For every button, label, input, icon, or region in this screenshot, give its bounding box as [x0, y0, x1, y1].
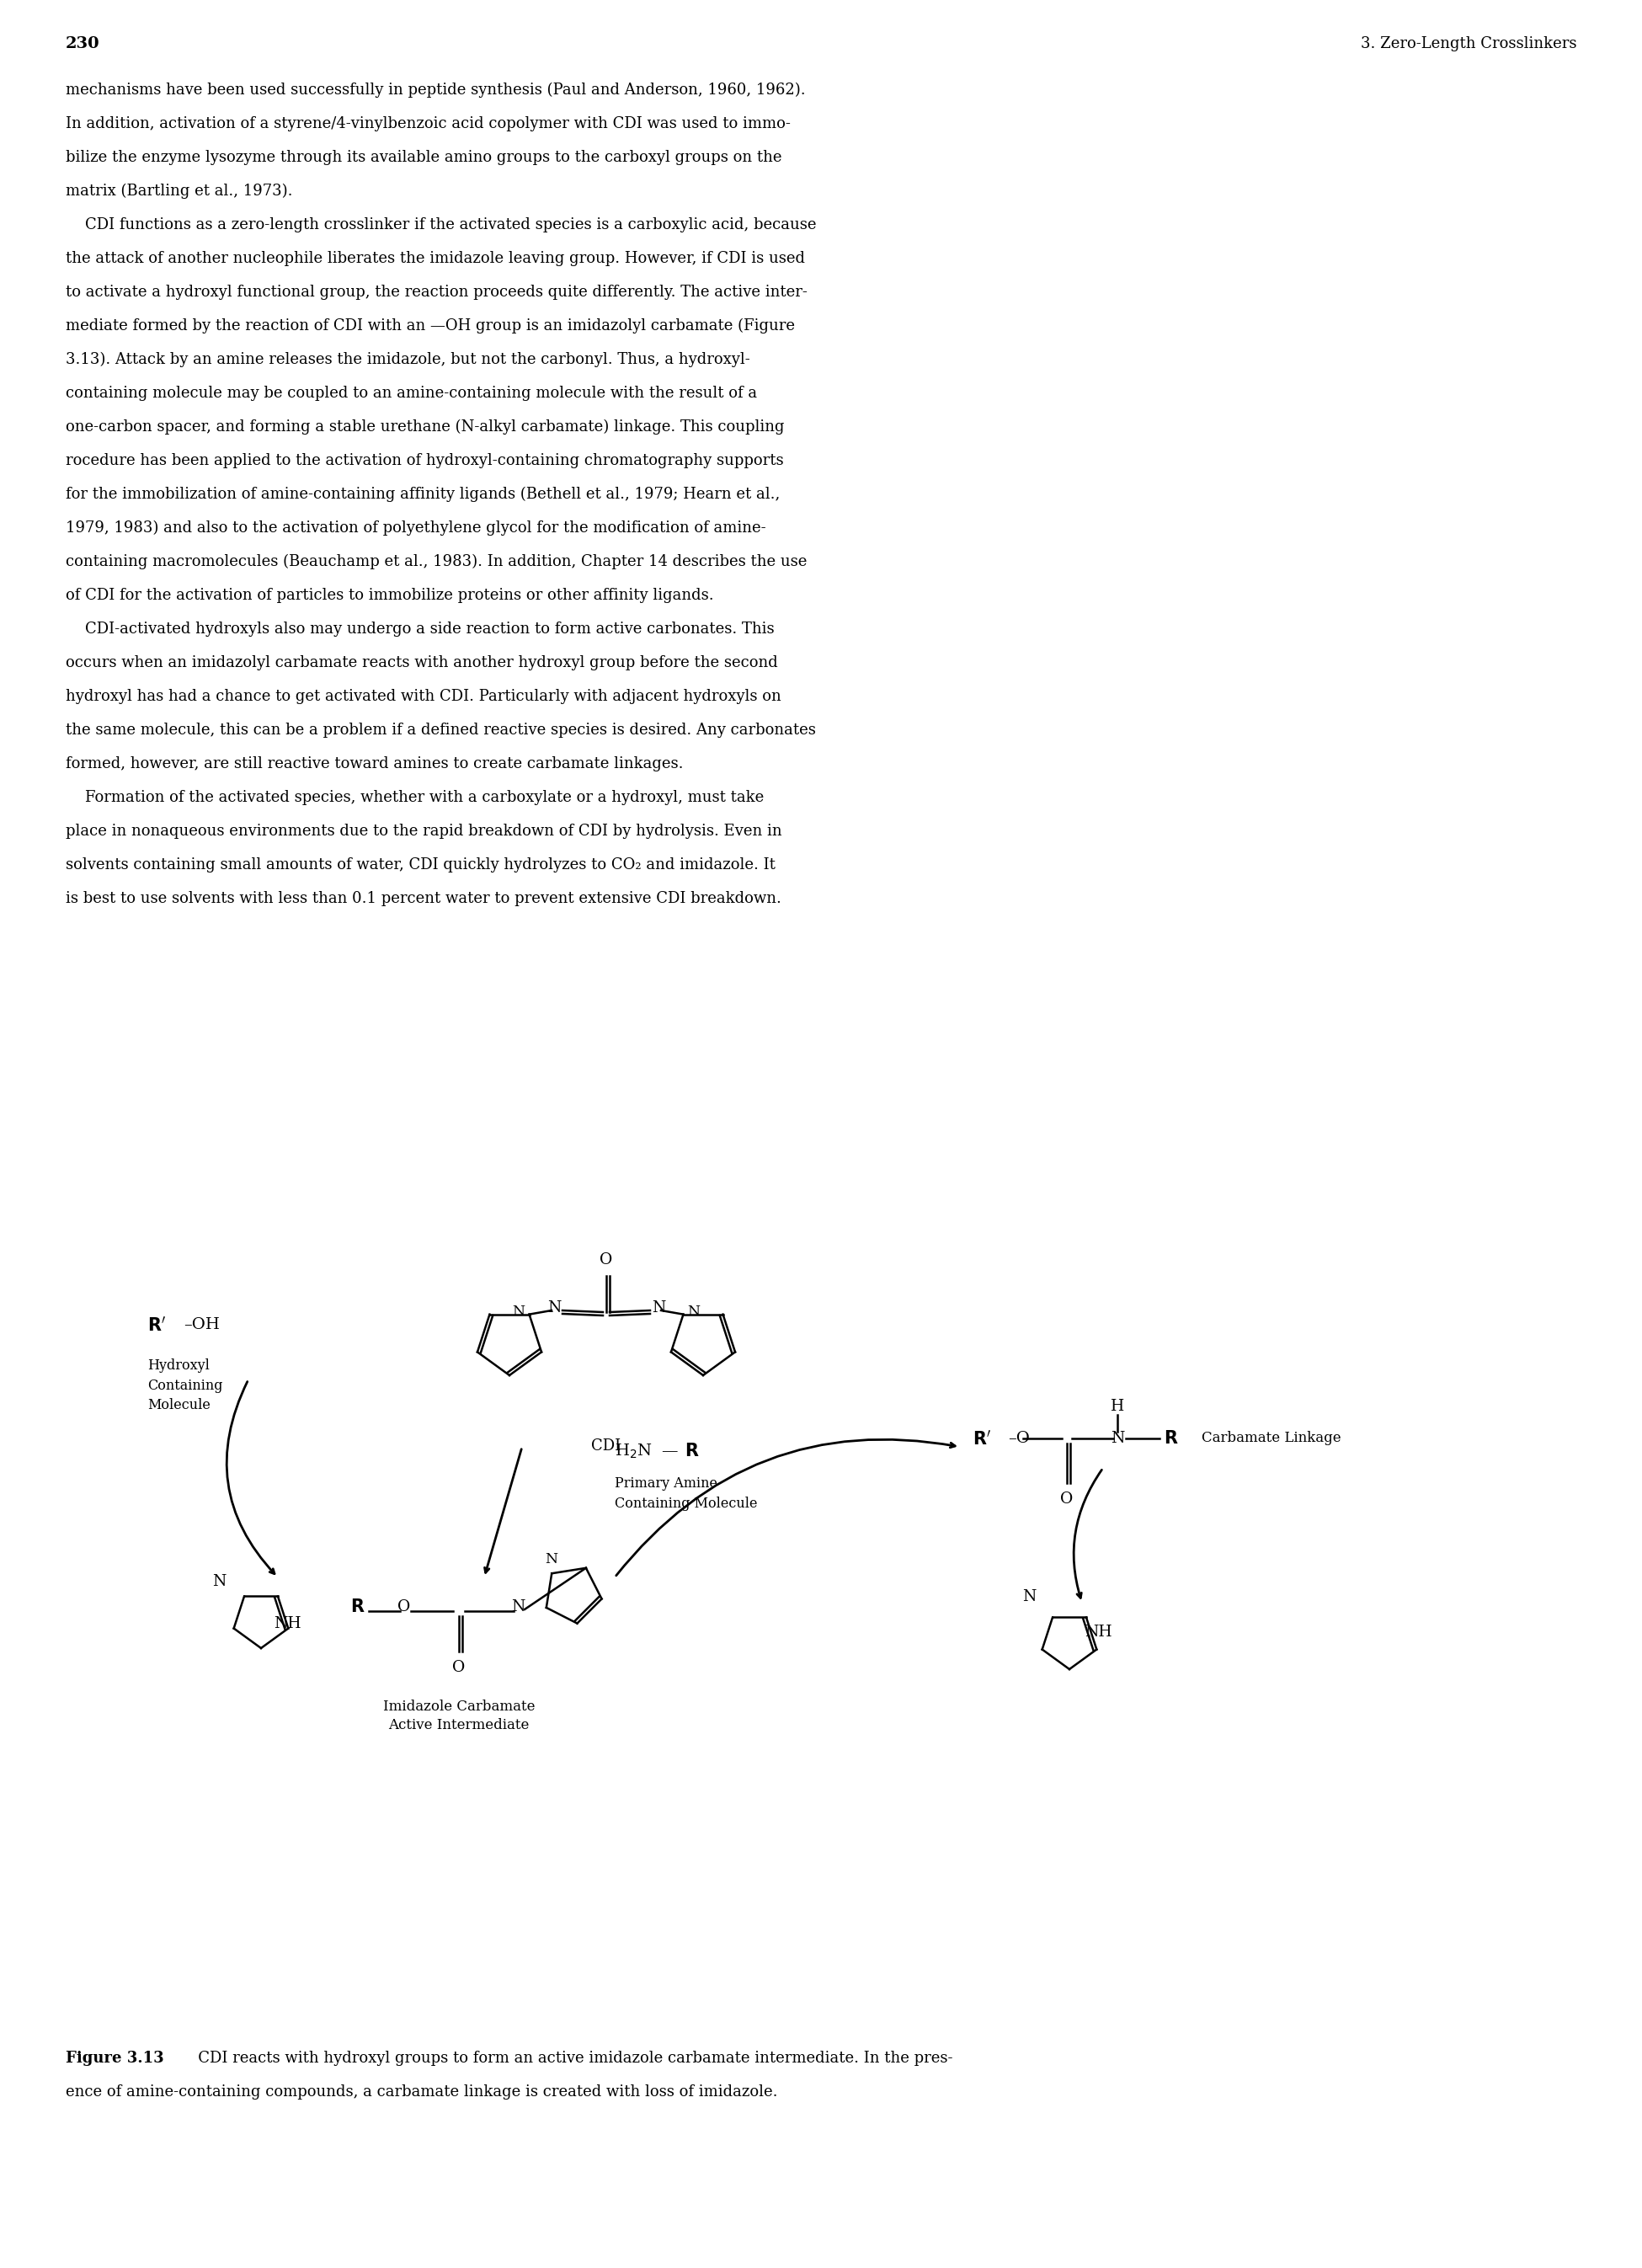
Text: N: N	[212, 1574, 225, 1590]
Text: $\bf{R'}$: $\bf{R'}$	[148, 1315, 166, 1334]
Text: N: N	[512, 1304, 525, 1320]
Text: CDI functions as a zero-length crosslinker if the activated species is a carboxy: CDI functions as a zero-length crosslink…	[66, 218, 816, 231]
Text: CDI: CDI	[591, 1438, 621, 1454]
Text: N: N	[688, 1304, 699, 1320]
Text: N: N	[547, 1300, 562, 1315]
Text: —: —	[662, 1442, 678, 1458]
Text: mediate formed by the reaction of CDI with an —OH group is an imidazolyl carbama: mediate formed by the reaction of CDI wi…	[66, 318, 795, 333]
Text: hydroxyl has had a chance to get activated with CDI. Particularly with adjacent : hydroxyl has had a chance to get activat…	[66, 689, 782, 703]
Text: –O: –O	[1008, 1431, 1030, 1447]
Text: Primary Amine
Containing Molecule: Primary Amine Containing Molecule	[614, 1476, 757, 1510]
Text: 1979, 1983) and also to the activation of polyethylene glycol for the modificati: 1979, 1983) and also to the activation o…	[66, 519, 765, 535]
Text: 3. Zero-Length Crosslinkers: 3. Zero-Length Crosslinkers	[1360, 36, 1576, 52]
Text: is best to use solvents with less than 0.1 percent water to prevent extensive CD: is best to use solvents with less than 0…	[66, 891, 782, 907]
Text: containing macromolecules (Beauchamp et al., 1983). In addition, Chapter 14 desc: containing macromolecules (Beauchamp et …	[66, 553, 806, 569]
Text: rocedure has been applied to the activation of hydroxyl-containing chromatograph: rocedure has been applied to the activat…	[66, 454, 783, 467]
Text: H: H	[1110, 1399, 1125, 1413]
Text: O: O	[397, 1599, 410, 1615]
Text: to activate a hydroxyl functional group, the reaction proceeds quite differently: to activate a hydroxyl functional group,…	[66, 286, 808, 299]
Text: N: N	[511, 1599, 525, 1615]
Text: N: N	[1110, 1431, 1125, 1447]
Text: Formation of the activated species, whether with a carboxylate or a hydroxyl, mu: Formation of the activated species, whet…	[66, 789, 764, 805]
Text: O: O	[453, 1660, 465, 1676]
Text: –OH: –OH	[184, 1318, 220, 1331]
Text: Carbamate Linkage: Carbamate Linkage	[1202, 1431, 1342, 1445]
Text: H$_2$N: H$_2$N	[614, 1442, 652, 1461]
Text: O: O	[1061, 1492, 1074, 1506]
Text: CDI reacts with hydroxyl groups to form an active imidazole carbamate intermedia: CDI reacts with hydroxyl groups to form …	[184, 2050, 952, 2066]
Text: Hydroxyl
Containing
Molecule: Hydroxyl Containing Molecule	[148, 1359, 223, 1413]
Text: ence of amine-containing compounds, a carbamate linkage is created with loss of : ence of amine-containing compounds, a ca…	[66, 2084, 778, 2100]
Text: the attack of another nucleophile liberates the imidazole leaving group. However: the attack of another nucleophile libera…	[66, 252, 805, 265]
Text: the same molecule, this can be a problem if a defined reactive species is desire: the same molecule, this can be a problem…	[66, 723, 816, 737]
Text: solvents containing small amounts of water, CDI quickly hydrolyzes to CO₂ and im: solvents containing small amounts of wat…	[66, 857, 775, 873]
Text: 3.13). Attack by an amine releases the imidazole, but not the carbonyl. Thus, a : 3.13). Attack by an amine releases the i…	[66, 352, 750, 367]
Text: Figure 3.13: Figure 3.13	[66, 2050, 164, 2066]
Text: containing molecule may be coupled to an amine-containing molecule with the resu: containing molecule may be coupled to an…	[66, 386, 757, 401]
Text: $\bf{R}$: $\bf{R}$	[685, 1442, 699, 1461]
Text: Imidazole Carbamate
Active Intermediate: Imidazole Carbamate Active Intermediate	[383, 1699, 535, 1733]
Text: place in nonaqueous environments due to the rapid breakdown of CDI by hydrolysis: place in nonaqueous environments due to …	[66, 823, 782, 839]
Text: bilize the enzyme lysozyme through its available amino groups to the carboxyl gr: bilize the enzyme lysozyme through its a…	[66, 150, 782, 166]
Text: occurs when an imidazolyl carbamate reacts with another hydroxyl group before th: occurs when an imidazolyl carbamate reac…	[66, 655, 778, 671]
Text: matrix (Bartling et al., 1973).: matrix (Bartling et al., 1973).	[66, 184, 292, 200]
Text: $\bf{R}$: $\bf{R}$	[350, 1599, 365, 1615]
Text: 230: 230	[66, 36, 100, 52]
Text: N: N	[652, 1300, 665, 1315]
Text: of CDI for the activation of particles to immobilize proteins or other affinity : of CDI for the activation of particles t…	[66, 587, 714, 603]
Text: NH: NH	[1085, 1624, 1112, 1640]
Text: In addition, activation of a styrene/4-vinylbenzoic acid copolymer with CDI was : In addition, activation of a styrene/4-v…	[66, 116, 790, 132]
Text: N: N	[545, 1551, 558, 1567]
Text: mechanisms have been used successfully in peptide synthesis (Paul and Anderson, : mechanisms have been used successfully i…	[66, 82, 806, 98]
Text: one-carbon spacer, and forming a stable urethane (N-alkyl carbamate) linkage. Th: one-carbon spacer, and forming a stable …	[66, 420, 785, 435]
Text: O: O	[599, 1252, 612, 1268]
Text: for the immobilization of amine-containing affinity ligands (Bethell et al., 197: for the immobilization of amine-containi…	[66, 488, 780, 501]
Text: formed, however, are still reactive toward amines to create carbamate linkages.: formed, however, are still reactive towa…	[66, 755, 683, 771]
Text: $\bf{R}$: $\bf{R}$	[1164, 1431, 1179, 1447]
Text: CDI-activated hydroxyls also may undergo a side reaction to form active carbonat: CDI-activated hydroxyls also may undergo…	[66, 621, 775, 637]
Text: $\bf{R'}$: $\bf{R'}$	[972, 1429, 992, 1447]
Text: N: N	[1021, 1590, 1036, 1603]
Text: NH: NH	[274, 1617, 300, 1631]
